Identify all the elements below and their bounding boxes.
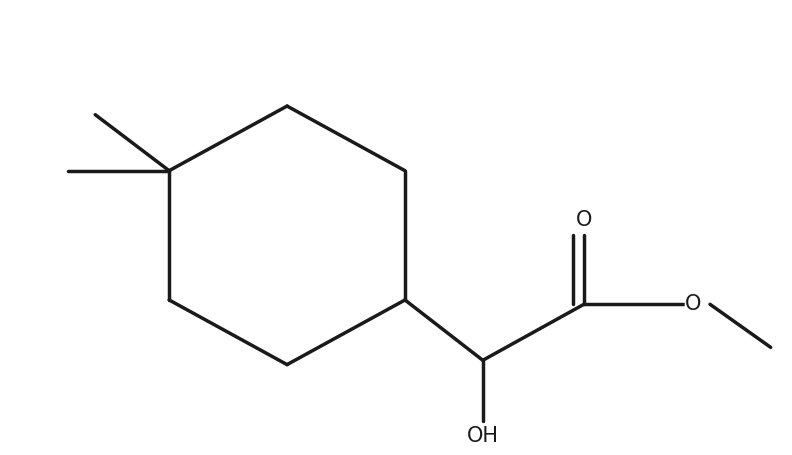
Text: OH: OH (466, 426, 499, 446)
Text: O: O (685, 294, 701, 314)
Text: O: O (576, 210, 592, 230)
